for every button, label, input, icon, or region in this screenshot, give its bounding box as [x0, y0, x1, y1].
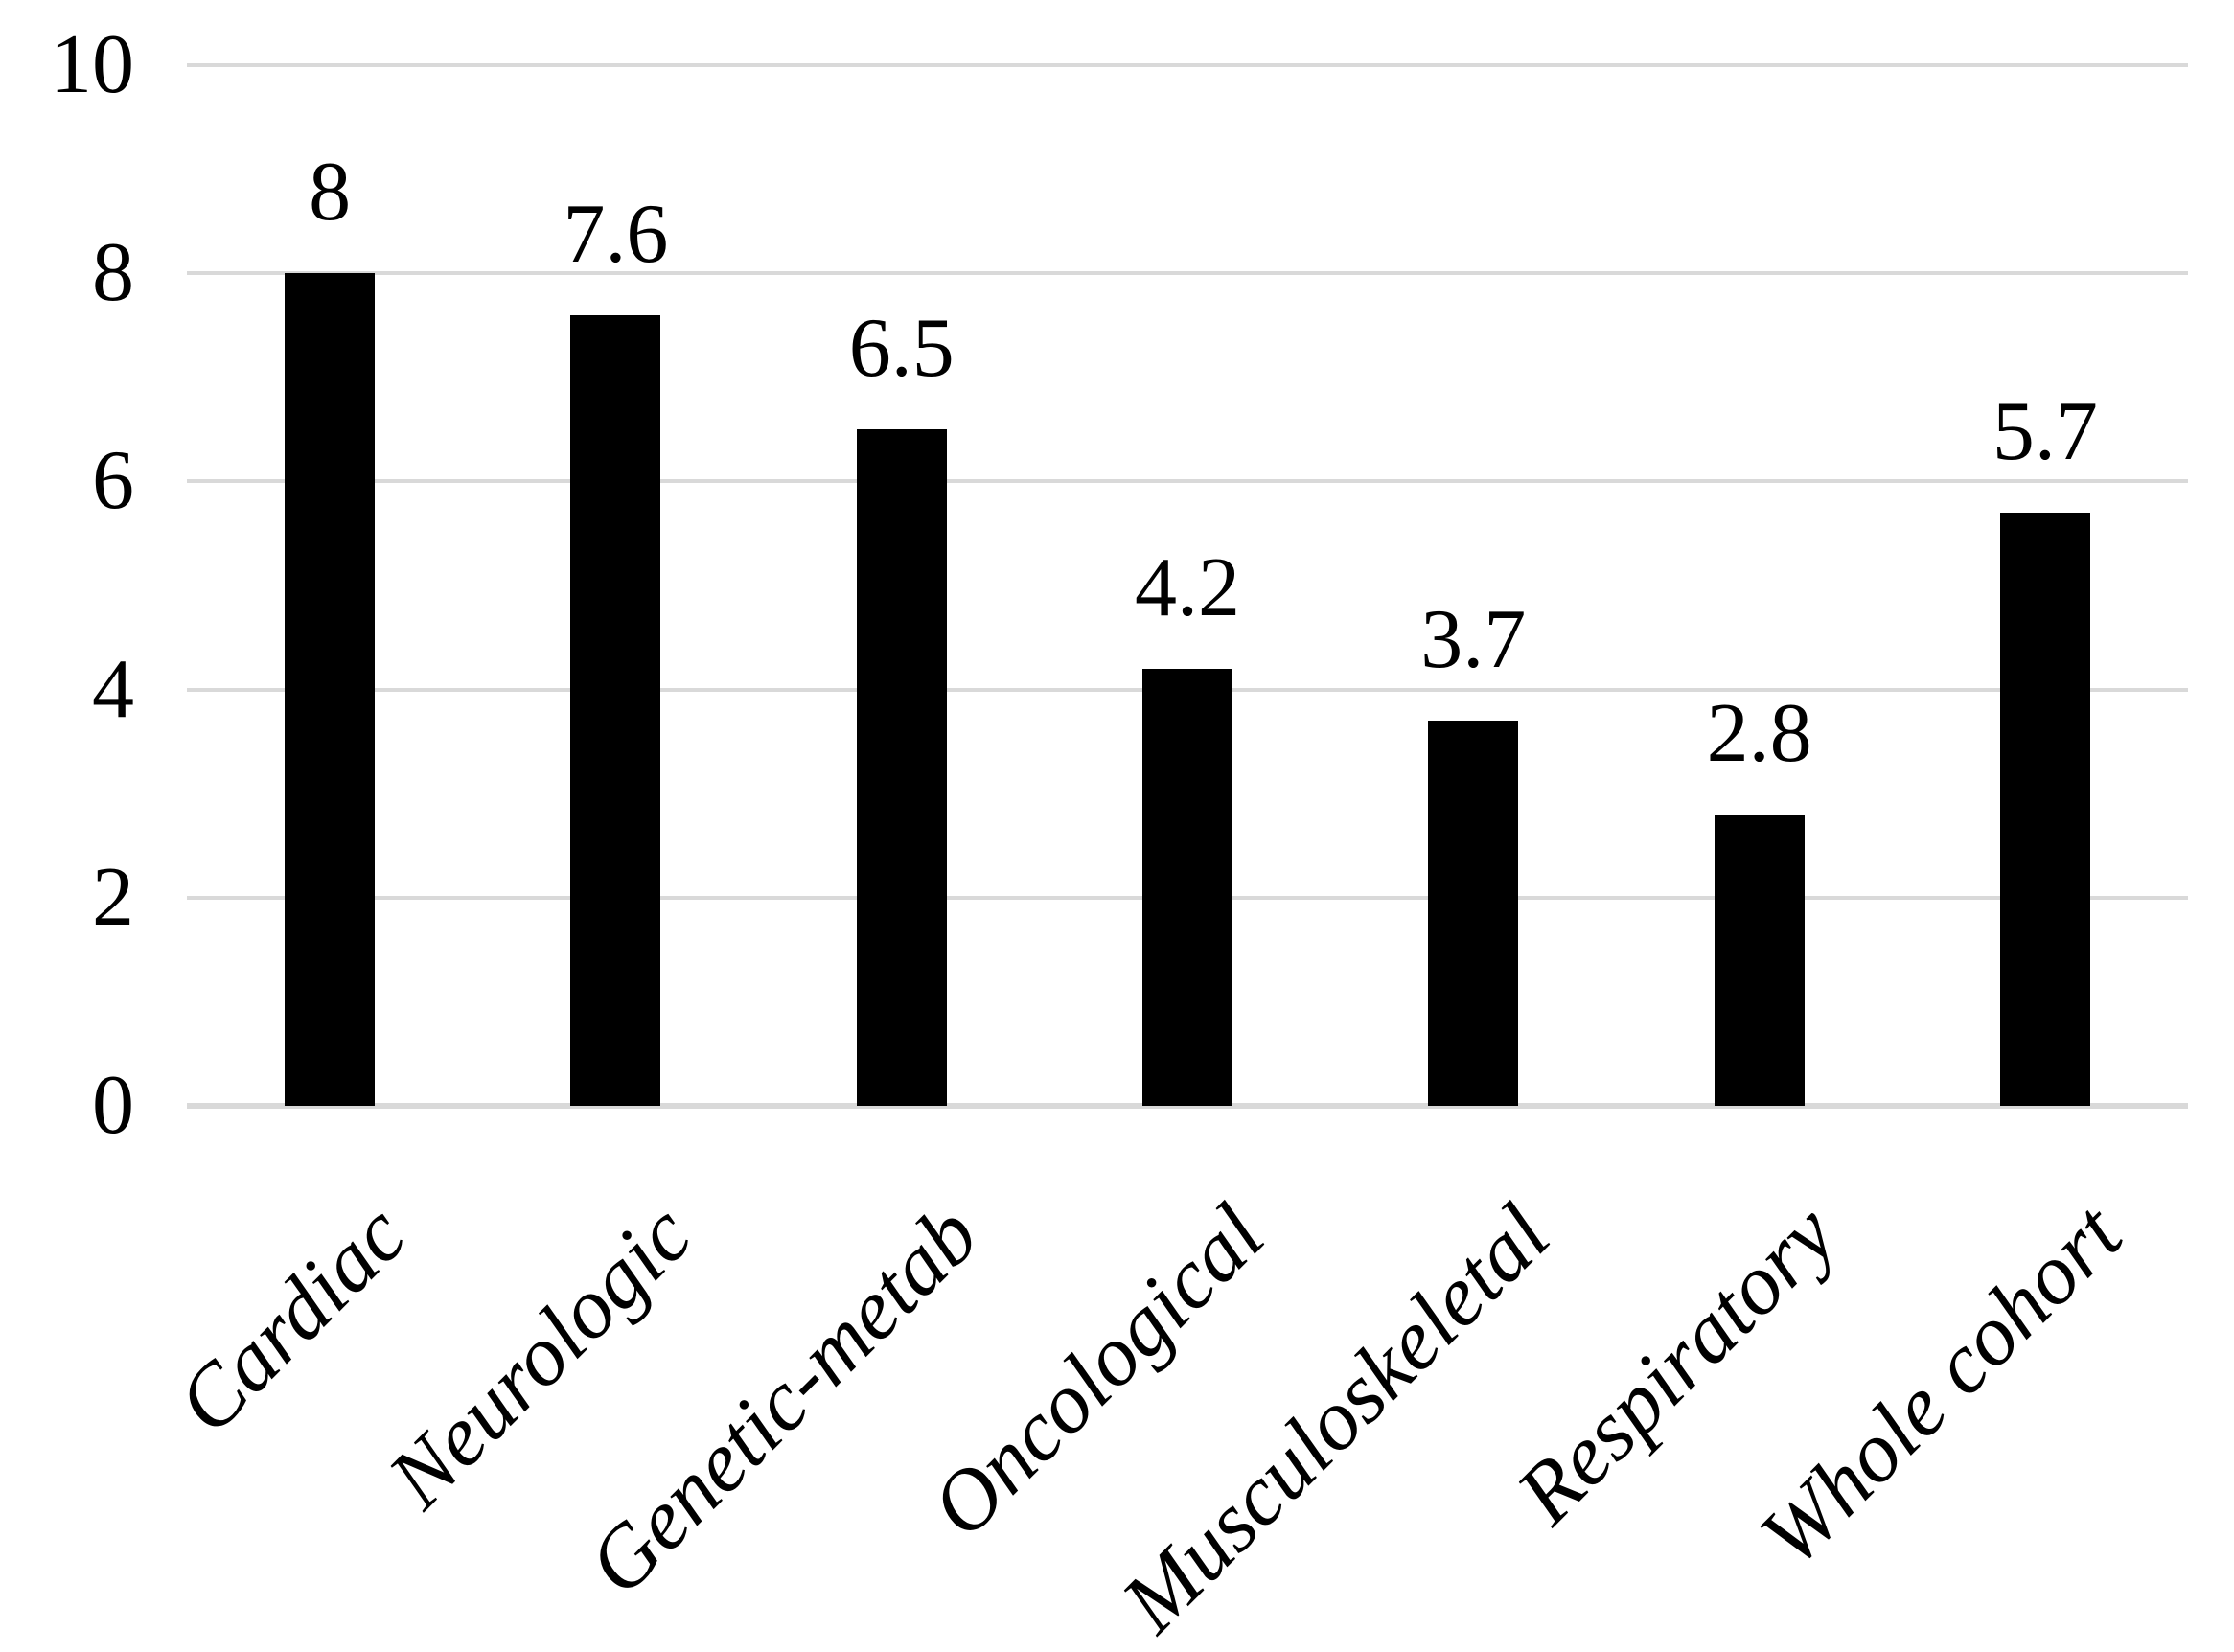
gridline-y10	[187, 63, 2188, 67]
bar-value-label: 2.8	[1706, 686, 1812, 780]
y-tick-label: 2	[92, 850, 134, 944]
gridline-y0	[187, 1103, 2188, 1109]
bar	[285, 273, 376, 1106]
y-tick-label: 10	[50, 18, 134, 111]
bar	[1999, 512, 2090, 1106]
y-tick-label: 8	[92, 226, 134, 320]
bar-value-label: 8	[309, 146, 352, 240]
y-tick-label: 0	[92, 1059, 134, 1152]
bar-value-label: 4.2	[1135, 540, 1240, 634]
gridline-y6	[187, 479, 2188, 484]
bar-value-label: 5.7	[1992, 384, 2098, 478]
bar	[1428, 721, 1519, 1106]
bar	[1142, 668, 1232, 1106]
bar	[856, 429, 947, 1106]
bar	[570, 314, 661, 1106]
bar-value-label: 7.6	[563, 187, 669, 281]
y-tick-label: 4	[92, 642, 134, 736]
bar-value-label: 3.7	[1420, 593, 1527, 687]
bar	[1714, 814, 1805, 1106]
bar-value-label: 6.5	[848, 302, 955, 396]
gridline-y8	[187, 271, 2188, 276]
y-tick-label: 6	[92, 434, 134, 528]
